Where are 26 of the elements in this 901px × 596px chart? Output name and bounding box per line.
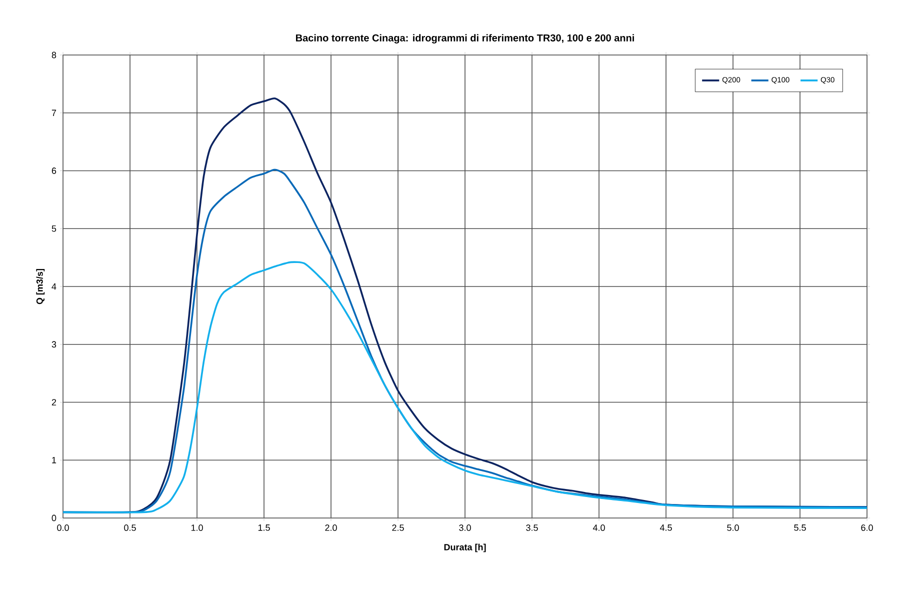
y-tick-label: 4: [52, 283, 56, 290]
x-tick-label: 6.0: [861, 524, 873, 531]
line-series: [63, 261, 867, 514]
x-tick-label: 4.5: [660, 524, 672, 531]
x-tick-label: 3.5: [526, 524, 538, 531]
x-tick-label: 5.0: [727, 524, 739, 531]
y-tick-label: 1: [52, 457, 56, 464]
y-tick-label: 2: [52, 399, 56, 406]
x-tick-label: 5.5: [794, 524, 806, 531]
x-tick-label: 2.5: [392, 524, 404, 531]
x-tick-label: 0.0: [57, 524, 69, 531]
x-tick-label: 4.0: [592, 524, 605, 531]
y-tick-label: 3: [52, 341, 56, 348]
x-tick-label: 3.0: [459, 524, 471, 531]
y-tick-label: 6: [52, 168, 56, 174]
y-tick-label: 5: [52, 225, 56, 232]
x-tick-label: 0.5: [124, 524, 136, 531]
y-tick-label: 7: [52, 110, 56, 116]
y-tick-label: 0: [52, 514, 56, 522]
x-axis-title: Durata [h]: [444, 544, 486, 552]
x-tick-label: 1.5: [258, 524, 270, 531]
y-axis-title: Q [m3/s]: [36, 269, 45, 304]
x-tick-label: 2.0: [325, 524, 337, 531]
x-tick-label: 1.0: [191, 524, 203, 531]
y-tick-label: 8: [52, 52, 56, 58]
chart-title: Bacino torrente Cinaga: idrogrammi di riferimento TR30, 100 e 200 anni: [296, 34, 634, 44]
